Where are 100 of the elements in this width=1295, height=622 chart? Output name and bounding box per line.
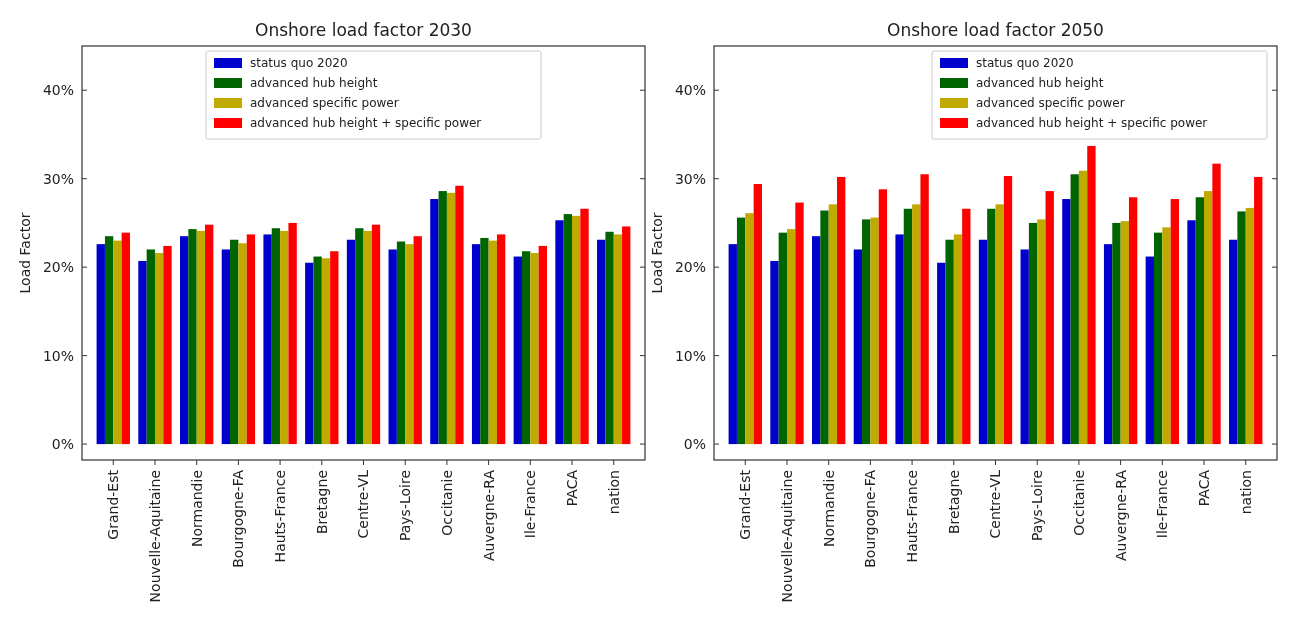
bar	[1020, 249, 1029, 445]
legend-label: status quo 2020	[250, 56, 348, 70]
bar	[430, 199, 439, 445]
bar	[346, 239, 356, 445]
bar	[1254, 176, 1263, 445]
bar	[438, 191, 447, 445]
bar	[388, 249, 397, 445]
bar	[371, 224, 381, 445]
bar	[753, 184, 762, 445]
bar	[1087, 145, 1096, 445]
bar	[396, 241, 406, 445]
bar	[837, 176, 846, 445]
x-tick-label: Pays-Loire	[397, 470, 414, 542]
bar	[903, 208, 913, 445]
x-tick-label: Hauts-France	[271, 470, 288, 563]
bar	[121, 232, 130, 445]
x-tick-label: Hauts-France	[903, 470, 920, 563]
y-tick-label: 10%	[42, 347, 74, 364]
chart-title: Onshore load factor 2030	[255, 20, 472, 40]
bar	[230, 239, 239, 445]
x-tick-label: Occitanie	[438, 470, 455, 536]
bar	[736, 217, 746, 445]
bar	[1028, 222, 1038, 445]
bar	[104, 236, 114, 445]
bar	[937, 262, 946, 445]
bar	[221, 249, 231, 445]
bar	[330, 251, 339, 445]
bar	[953, 234, 963, 445]
bar	[1128, 197, 1138, 445]
bar	[1078, 170, 1088, 445]
y-tick-label: 40%	[42, 82, 74, 99]
bar	[1045, 191, 1054, 445]
bar	[1120, 221, 1129, 445]
bar	[246, 234, 256, 445]
bar	[572, 215, 581, 445]
bar	[96, 244, 105, 445]
bar	[205, 224, 214, 445]
x-tick-label: Centre-VL	[355, 469, 372, 539]
x-tick-label: Bretagne	[945, 470, 962, 535]
bar	[597, 239, 606, 445]
bar	[138, 260, 147, 445]
bar	[1153, 232, 1163, 445]
bar	[1037, 219, 1046, 445]
x-tick-label: Bourgogne-FA	[862, 469, 879, 568]
x-tick-label: Ile-France	[1154, 470, 1171, 539]
bar	[488, 240, 497, 445]
bar	[530, 253, 539, 445]
bar	[862, 219, 871, 445]
bar	[1204, 191, 1213, 445]
bar	[405, 244, 414, 445]
bar	[995, 204, 1004, 445]
bar	[271, 228, 281, 445]
bar	[605, 231, 614, 445]
bar	[853, 249, 863, 445]
bar	[1112, 222, 1121, 445]
x-tick-label: PACA	[563, 469, 580, 507]
bar	[795, 202, 804, 445]
bar	[1212, 163, 1221, 445]
bar	[313, 256, 322, 445]
bar	[1003, 176, 1013, 445]
bar	[471, 244, 481, 445]
bar	[613, 234, 623, 445]
bar	[745, 213, 754, 445]
y-tick-label: 0%	[683, 435, 706, 452]
x-tick-label: Normandie	[820, 470, 837, 548]
legend-label: advanced specific power	[250, 96, 399, 110]
x-tick-label: nation	[605, 470, 622, 515]
bar	[1170, 199, 1179, 445]
bar	[962, 208, 971, 445]
bar	[521, 251, 531, 445]
bar	[496, 234, 506, 445]
bar	[321, 258, 331, 445]
x-tick-label: Auvergne-RA	[480, 469, 497, 562]
y-tick-label: 30%	[674, 170, 706, 187]
x-tick-label: Grand-Est	[737, 469, 754, 540]
x-tick-label: PACA	[1195, 469, 1212, 507]
legend-label: advanced hub height	[976, 76, 1104, 90]
bar	[305, 262, 314, 445]
bar	[563, 214, 573, 445]
chart-title: Onshore load factor 2050	[887, 20, 1104, 40]
bar	[1187, 220, 1196, 445]
bar	[538, 245, 547, 445]
bar	[912, 204, 921, 445]
bar	[480, 237, 489, 445]
x-tick-label: Nouvelle-Aquitaine	[146, 470, 163, 603]
y-tick-label: 0%	[51, 435, 74, 452]
bar	[180, 236, 189, 445]
bar	[188, 229, 197, 445]
bar	[728, 244, 737, 445]
bar	[920, 174, 929, 445]
bar	[355, 228, 364, 445]
legend-label: advanced hub height + specific power	[250, 116, 482, 130]
x-tick-label: Grand-Est	[105, 469, 122, 540]
x-tick-label: Centre-VL	[987, 469, 1004, 539]
bar	[263, 234, 272, 445]
bar	[820, 210, 829, 445]
bar	[1195, 197, 1205, 445]
bar	[238, 243, 247, 445]
bar	[196, 230, 206, 445]
bar	[555, 220, 564, 445]
